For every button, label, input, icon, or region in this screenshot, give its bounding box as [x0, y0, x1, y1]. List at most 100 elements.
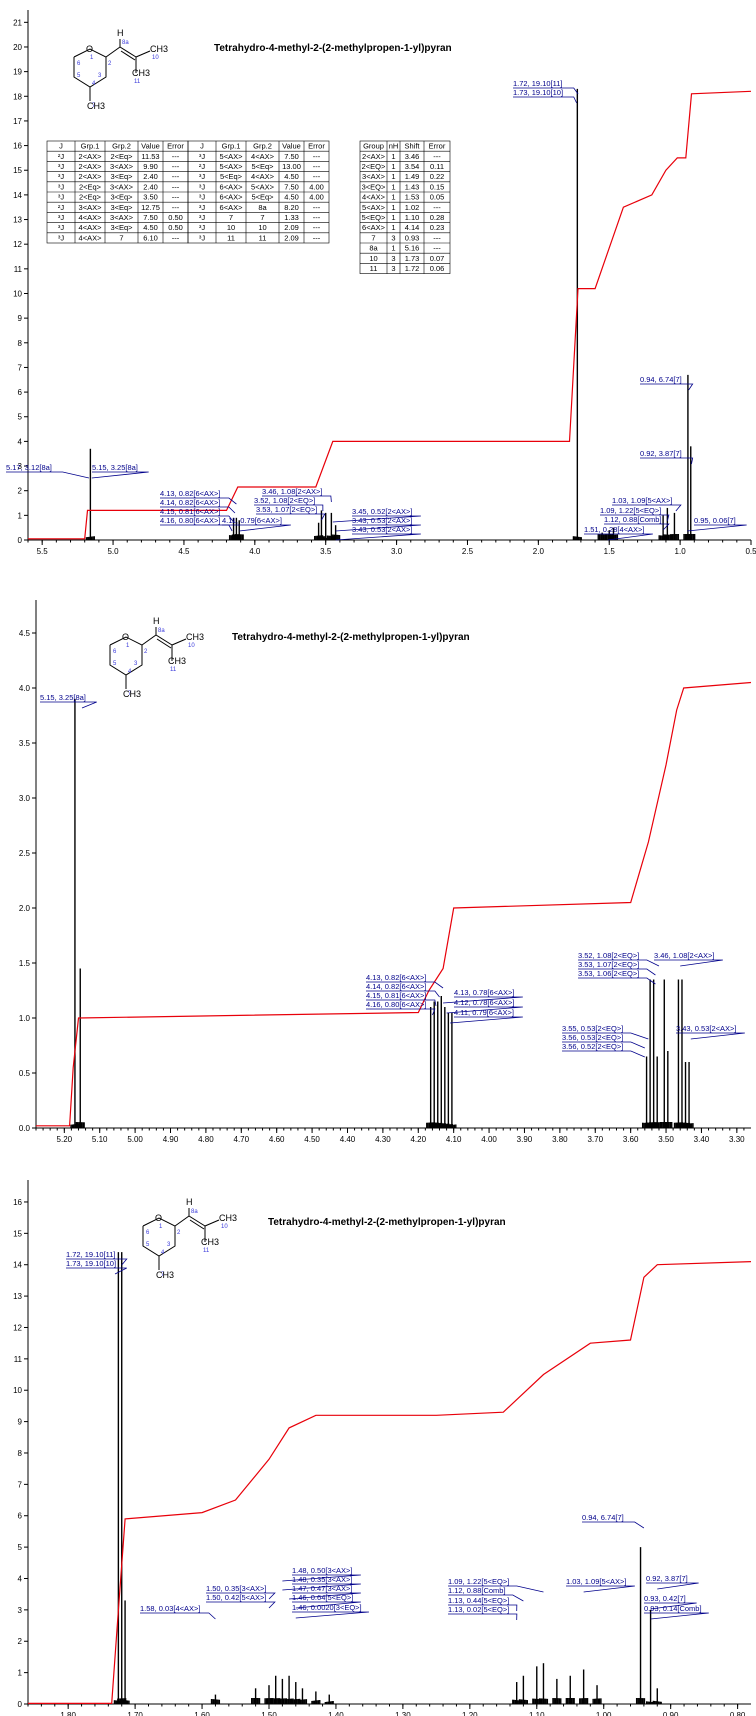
table-cell: ³J — [58, 162, 64, 171]
annotation-leader-line — [335, 524, 421, 532]
y-tick-label: 0 — [18, 1700, 23, 1709]
table-cell: 5<Eq> — [251, 162, 274, 171]
molecule-atom-label: 11 — [134, 79, 141, 85]
table-cell: 3<AX> — [79, 203, 103, 212]
table-cell: 10 — [258, 223, 266, 232]
annotation-leader-line — [566, 1585, 635, 1593]
peak-annotation: 1.72, 19.10[11] — [513, 79, 563, 88]
table-cell: 6<AX> — [220, 203, 244, 212]
table-cell: 7 — [260, 213, 264, 222]
peak-annotation: 3.52, 1.08[2<EQ>] — [254, 496, 315, 505]
molecule-group-label: CH3 — [156, 1270, 174, 1280]
annotation-leader-line — [292, 1611, 369, 1619]
molecule-atom-label: 7 — [161, 1272, 165, 1278]
table-cell: ²J — [199, 162, 205, 171]
x-tick-label: 4.20 — [410, 1135, 426, 1144]
molecule-atom-label: 7 — [128, 691, 132, 697]
y-tick-label: 3 — [18, 1606, 23, 1615]
annotation-leader-line — [446, 1006, 523, 1014]
table-cell: 3<AX> — [110, 182, 134, 191]
integral-curve — [28, 90, 752, 540]
x-tick-label: 1.0 — [675, 547, 687, 556]
table-cell: 6<AX> — [220, 193, 244, 202]
annotation-leader-line — [366, 990, 440, 998]
molecule-group-label: CH3 — [186, 632, 204, 642]
annotation-leader-line — [646, 1582, 699, 1590]
table-cell: 5<Eq> — [220, 172, 243, 181]
x-tick-label: 0.80 — [730, 1711, 746, 1716]
table-cell: 11 — [259, 233, 267, 242]
annotation-leader-line — [206, 1592, 276, 1600]
table-cell: 4<AX> — [79, 213, 103, 222]
annotation-leader-line — [289, 1592, 361, 1600]
table-cell: 4.50 — [143, 223, 158, 232]
molecule-bond — [155, 634, 173, 646]
x-tick-label: 0.5 — [745, 547, 756, 556]
annotation-leader-line — [6, 471, 90, 479]
table-cell: 1 — [391, 193, 395, 202]
x-tick-label: 4.5 — [178, 547, 190, 556]
peak-annotation: 1.48, 0.50[3<AX>] — [292, 1566, 352, 1575]
table-header-cell: Group — [363, 142, 384, 151]
y-tick-label: 11 — [14, 265, 23, 274]
table-cell: 4.00 — [309, 182, 324, 191]
peak-annotation: 4.12, 0.78[6<AX>] — [454, 998, 514, 1007]
y-tick-label: 19 — [13, 68, 22, 77]
table-cell: 0.05 — [430, 193, 445, 202]
table-cell: ³J — [58, 182, 64, 191]
table-cell: 2.40 — [143, 172, 158, 181]
x-tick-label: 1.20 — [462, 1711, 478, 1716]
x-tick-label: 4.50 — [304, 1135, 320, 1144]
table-cell: 7 — [119, 233, 123, 242]
x-tick-label: 3.0 — [391, 547, 403, 556]
molecule-double-bond — [156, 638, 172, 649]
table-header-cell: Grp.2 — [253, 142, 272, 151]
x-tick-label: 3.5 — [320, 547, 332, 556]
peak-annotation: 4.13, 0.78[6<AX>] — [454, 988, 514, 997]
y-tick-label: 15 — [13, 1229, 22, 1238]
table-header-cell: Grp.2 — [112, 142, 131, 151]
molecule-group-label: H — [153, 616, 160, 626]
x-tick-label: 1.00 — [596, 1711, 612, 1716]
peak-annotation: 3.43, 0.53[2<AX>] — [676, 1024, 736, 1033]
molecule-bond — [119, 46, 137, 58]
molecule-group-label: CH3 — [87, 101, 105, 111]
annotation-leader-line — [448, 1613, 518, 1621]
table-cell: 3.46 — [405, 152, 420, 161]
table-cell: --- — [433, 244, 441, 253]
table-cell: ³J — [199, 152, 205, 161]
table-cell: 4<AX> — [251, 172, 275, 181]
peak-annotation: 1.72, 19.10[11] — [66, 1250, 116, 1259]
table-cell: 1.72 — [405, 264, 420, 273]
molecule-atom-label: 4 — [128, 669, 132, 675]
table-cell: ²J — [58, 203, 64, 212]
y-tick-label: 11 — [14, 1355, 23, 1364]
molecule-group-label: CH3 — [132, 68, 150, 78]
x-tick-label: 4.60 — [269, 1135, 285, 1144]
table-cell: ³J — [58, 233, 64, 242]
x-tick-label: 1.30 — [395, 1711, 411, 1716]
table-header-cell: Error — [308, 142, 325, 151]
annotation-leader-line — [222, 524, 291, 532]
table-cell: 11 — [227, 233, 235, 242]
y-tick-label: 15 — [13, 166, 22, 175]
molecule-ring — [109, 636, 143, 676]
peak-annotation: 3.53, 1.07[2<EQ>] — [256, 505, 317, 514]
peak-annotation: 3.45, 0.52[2<AX>] — [352, 507, 412, 516]
table-cell: --- — [313, 152, 321, 161]
peak-annotation: 3.56, 0.53[2<EQ>] — [562, 1033, 623, 1042]
table-cell: 6<AX> — [220, 182, 244, 191]
table-cell: --- — [172, 203, 180, 212]
y-tick-label: 4.5 — [19, 629, 31, 638]
x-tick-label: 3.30 — [729, 1135, 745, 1144]
annotation-leader-line — [160, 506, 236, 514]
y-tick-label: 1.0 — [19, 1014, 31, 1023]
table-header-cell: Value — [282, 142, 301, 151]
y-tick-label: 2 — [18, 487, 23, 496]
table-cell: 1 — [391, 162, 395, 171]
annotation-leader-line — [206, 1601, 276, 1609]
molecule-atom-label: 4 — [92, 81, 96, 87]
